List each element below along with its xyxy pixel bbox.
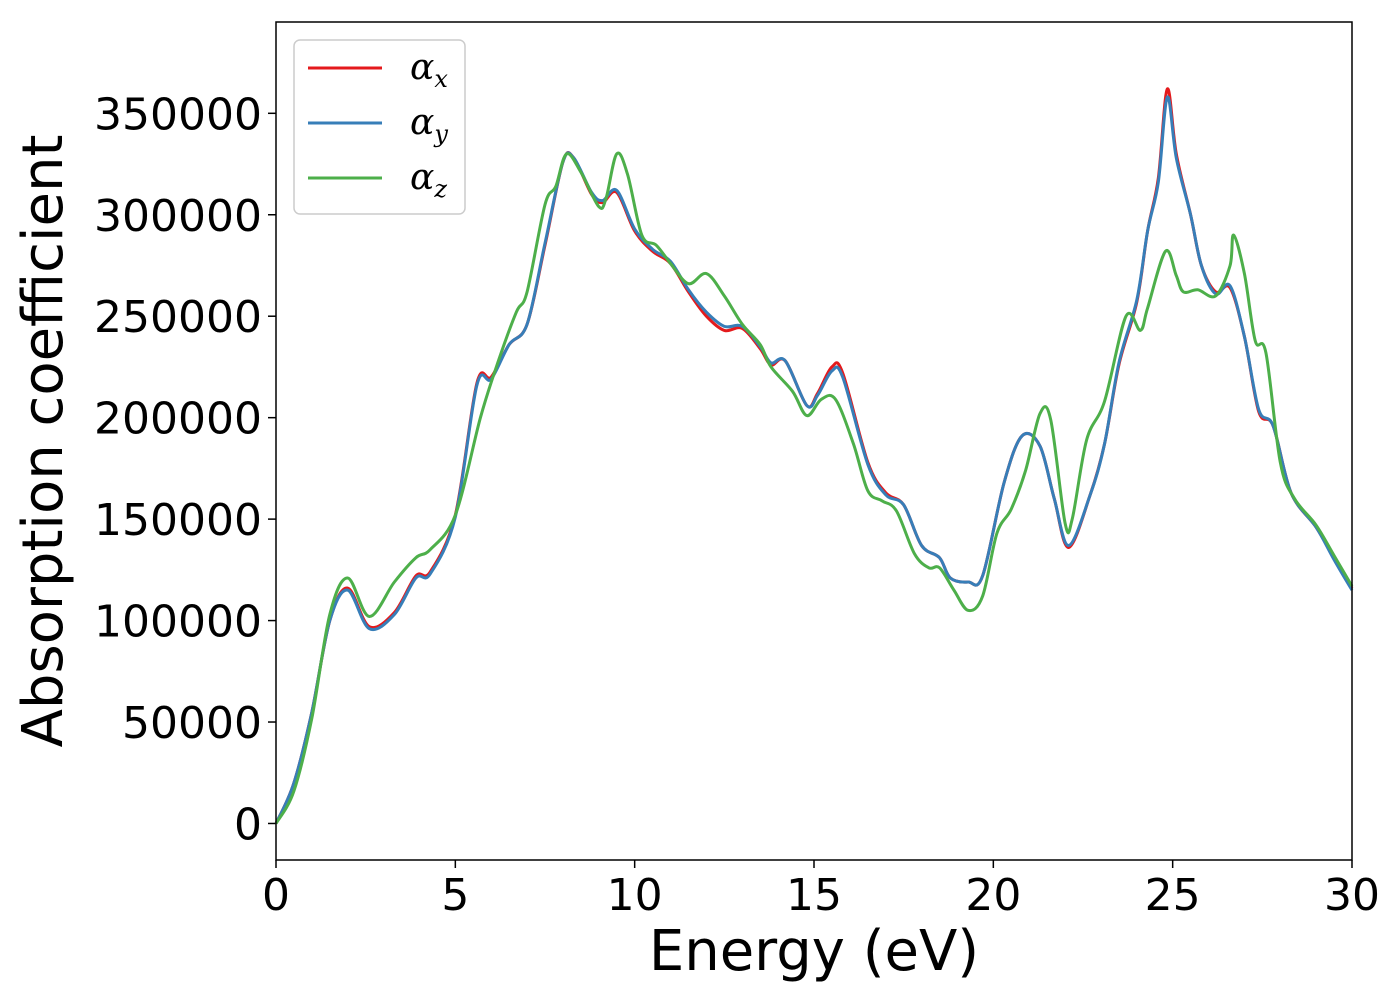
x-tick-label: 30 [1324, 870, 1380, 921]
legend-label-alpha-x: αx [410, 47, 448, 93]
tick-group: 0 5 10 15 20 25 30 0 50000 100000 150000 200000 2500… [94, 89, 1380, 921]
x-tick-label: 10 [607, 870, 663, 921]
y-tick-label: 350000 [94, 89, 262, 140]
series-line-alpha-z [274, 151, 1354, 825]
x-tick-label: 0 [262, 870, 290, 921]
plot-frame [275, 21, 1353, 861]
legend-label-alpha-y: αy [410, 102, 448, 148]
y-axis-label: Absorption coefficient [11, 135, 76, 748]
series-line-alpha-y [274, 95, 1354, 825]
legend: αx αy αz [293, 39, 466, 215]
y-tick-label: 0 [234, 799, 262, 850]
x-tick-label: 15 [786, 870, 842, 921]
y-tick-label: 50000 [122, 698, 262, 749]
series-lines [274, 87, 1354, 825]
y-tick-label: 300000 [94, 191, 262, 242]
y-tick-label: 100000 [94, 597, 262, 648]
x-tick-label: 5 [441, 870, 469, 921]
x-axis-label: Energy (eV) [649, 919, 979, 984]
y-tick-label: 250000 [94, 292, 262, 343]
x-tick-label: 20 [965, 870, 1021, 921]
x-tick-label: 25 [1145, 870, 1201, 921]
legend-label-alpha-z: αz [410, 157, 447, 203]
y-tick-label: 150000 [94, 495, 262, 546]
y-tick-label: 200000 [94, 394, 262, 445]
legend-box [293, 39, 466, 215]
